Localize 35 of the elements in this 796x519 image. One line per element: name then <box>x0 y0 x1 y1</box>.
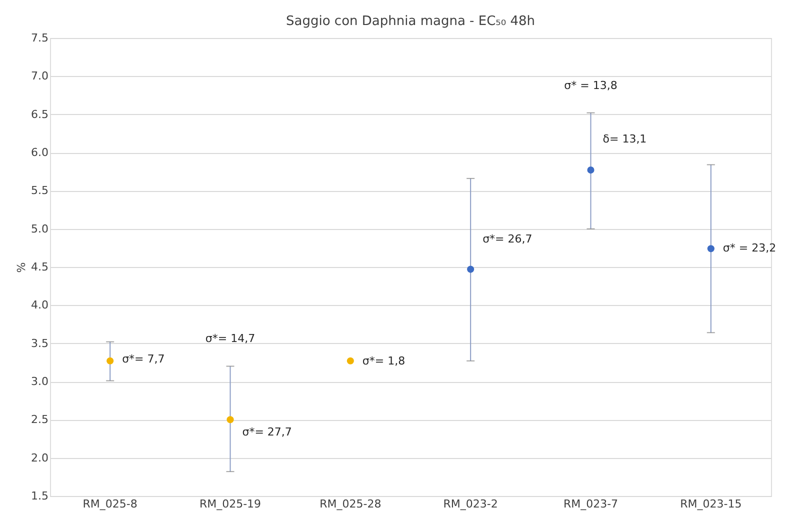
annotation: σ* = 13,8 <box>564 78 618 92</box>
annotation: δ= 13,1 <box>602 132 647 146</box>
x-tick-label: RM_023-2 <box>443 498 498 510</box>
annotation: σ*= 14,7 <box>205 332 256 346</box>
y-tick-label: 4.5 <box>31 260 48 274</box>
point <box>707 245 714 252</box>
annotation: σ*= 26,7 <box>482 232 532 246</box>
chart-title: Saggio con Daphnia magna - EC₅₀ 48h <box>286 14 535 29</box>
x-tick-label: RM_025-19 <box>199 498 262 510</box>
y-tick-label: 7.0 <box>31 70 48 83</box>
y-axis-title: % <box>15 262 28 273</box>
x-tick-label: RM_023-15 <box>680 498 742 510</box>
annotation: σ*= 1,8 <box>362 354 406 368</box>
point <box>587 166 594 174</box>
y-tick-label: 7.5 <box>31 32 48 44</box>
point <box>346 357 354 364</box>
y-tick-label: 5.0 <box>31 222 48 236</box>
point <box>106 357 114 364</box>
y-tick-label: 5.5 <box>31 184 48 198</box>
y-tick-label: 3.0 <box>31 375 48 388</box>
y-tick-label: 6.5 <box>31 108 48 121</box>
x-tick-label: RM_023-7 <box>563 498 618 510</box>
x-tick-label: RM_025-8 <box>82 498 138 510</box>
point <box>467 266 474 273</box>
y-tick-label: 1.5 <box>31 490 48 502</box>
point <box>226 416 234 424</box>
y-tick-label: 6.0 <box>31 146 48 159</box>
x-tick-label: RM_025-28 <box>320 498 382 510</box>
annotation: σ* = 23,2 <box>722 242 776 255</box>
y-tick-label: 2.5 <box>31 413 48 426</box>
y-tick-label: 4.0 <box>31 298 48 312</box>
y-tick-label: 3.5 <box>31 336 48 350</box>
annotation: σ*= 27,7 <box>242 426 292 439</box>
annotation: σ*= 7,7 <box>122 352 165 366</box>
y-tick-label: 2.0 <box>31 451 48 464</box>
